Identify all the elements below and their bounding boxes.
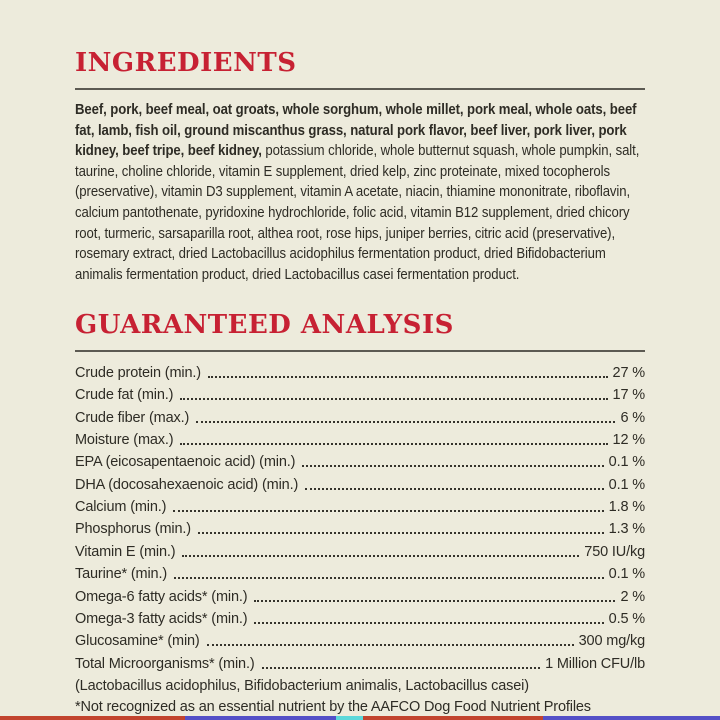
analysis-row-label: Crude protein (min.) [75, 364, 201, 381]
analysis-row: Crude protein (min.) 27 % [75, 359, 645, 381]
strip-segment [336, 716, 363, 720]
dot-leader [254, 622, 604, 625]
label-content: INGREDIENTS Beef, pork, beef meal, oat g… [75, 50, 645, 718]
dot-leader [182, 554, 580, 557]
dot-leader [254, 599, 616, 602]
dot-leader [174, 577, 604, 580]
analysis-row: Crude fat (min.) 17 % [75, 382, 645, 404]
microorganisms-detail: (Lactobacillus acidophilus, Bifidobacter… [75, 677, 529, 694]
dot-leader [173, 510, 604, 513]
analysis-row: Omega-3 fatty acids* (min.) 0.5 % [75, 606, 645, 628]
analysis-row: Phosphorus (min.) 1.3 % [75, 516, 645, 538]
analysis-row-label: Crude fiber (max.) [75, 409, 190, 426]
ingredients-heading: INGREDIENTS [75, 48, 297, 78]
analysis-row-label: Total Microorganisms* (min.) [75, 655, 255, 672]
strip-segment [0, 716, 185, 720]
analysis-row-label: Taurine* (min.) [75, 566, 168, 583]
analysis-row-value: 750 IU/kg [584, 543, 645, 560]
guaranteed-analysis-section: GUARANTEED ANALYSIS Crude protein (min.)… [75, 312, 645, 717]
dot-leader [302, 465, 604, 468]
ingredients-section: INGREDIENTS Beef, pork, beef meal, oat g… [75, 50, 645, 285]
analysis-row: Taurine* (min.) 0.1 % [75, 561, 645, 583]
dot-leader [196, 420, 616, 423]
analysis-row: Moisture (max.) 12 % [75, 427, 645, 449]
analysis-row-value: 300 mg/kg [578, 633, 646, 650]
analysis-row-value: 0.1 % [608, 476, 645, 493]
analysis-row: Crude fiber (max.) 6 % [75, 404, 645, 426]
analysis-row-label: Omega-3 fatty acids* (min.) [75, 611, 248, 628]
analysis-row: Omega-6 fatty acids* (min.) 2 % [75, 583, 645, 605]
dot-leader [305, 487, 604, 490]
dot-leader [197, 532, 604, 535]
analysis-row-label: Crude fat (min.) [75, 387, 174, 404]
dot-leader [261, 666, 541, 669]
analysis-row: Glucosamine* (min) 300 mg/kg [75, 628, 645, 650]
strip-segment [363, 716, 543, 720]
analysis-row-value: 27 % [612, 364, 646, 381]
ingredients-secondary-list: potassium chloride, whole butternut squa… [75, 142, 640, 283]
analysis-row-value: 0.5 % [608, 611, 645, 628]
analysis-row: EPA (eicosapentaenoic acid) (min.) 0.1 % [75, 449, 645, 471]
analysis-row-label: DHA (docosahexaenoic acid) (min.) [75, 476, 299, 493]
analysis-row-value: 6 % [620, 409, 645, 426]
packaging-color-strip [0, 716, 720, 720]
analysis-row-value: 1.8 % [608, 499, 645, 516]
strip-segment [543, 716, 720, 720]
ingredients-primary-list: Beef, pork, beef meal, oat groats, whole… [75, 101, 637, 160]
analysis-divider [75, 350, 645, 353]
analysis-row: Vitamin E (min.) 750 IU/kg [75, 538, 645, 560]
strip-segment [185, 716, 336, 720]
guaranteed-analysis-heading: GUARANTEED ANALYSIS [75, 310, 454, 341]
analysis-row-value: 17 % [612, 387, 646, 404]
ingredients-divider [75, 88, 645, 90]
analysis-row-label: Vitamin E (min.) [75, 543, 176, 560]
analysis-row-label: EPA (eicosapentaenoic acid) (min.) [75, 454, 296, 471]
analysis-row-label: Omega-6 fatty acids* (min.) [75, 588, 248, 605]
dot-leader [206, 644, 574, 647]
analysis-row-label: Calcium (min.) [75, 499, 167, 516]
analysis-row: DHA (docosahexaenoic acid) (min.) 0.1 % [75, 471, 645, 493]
analysis-row-label: Glucosamine* (min) [75, 633, 200, 650]
analysis-row-value: 1.3 % [608, 521, 645, 538]
analysis-row-label: Moisture (max.) [75, 431, 174, 448]
aafco-footnote: *Not recognized as an essential nutrient… [75, 698, 591, 715]
analysis-row-value: 0.1 % [608, 566, 645, 583]
analysis-row-value: 1 Million CFU/lb [545, 655, 645, 672]
analysis-row-value: 12 % [612, 431, 646, 448]
analysis-row: Calcium (min.) 1.8 % [75, 494, 645, 516]
analysis-row-value: 2 % [620, 588, 645, 605]
analysis-table: Crude protein (min.) 27 % Crude fat (min… [75, 359, 645, 672]
analysis-row-label: Phosphorus (min.) [75, 521, 191, 538]
dot-leader [207, 375, 608, 378]
analysis-row-value: 0.1 % [608, 454, 645, 471]
analysis-row: Total Microorganisms* (min.) 1 Million C… [75, 650, 645, 672]
ingredients-text: Beef, pork, beef meal, oat groats, whole… [75, 100, 645, 285]
dot-leader [180, 398, 608, 401]
analysis-notes: (Lactobacillus acidophilus, Bifidobacter… [75, 676, 645, 718]
dot-leader [180, 442, 608, 445]
